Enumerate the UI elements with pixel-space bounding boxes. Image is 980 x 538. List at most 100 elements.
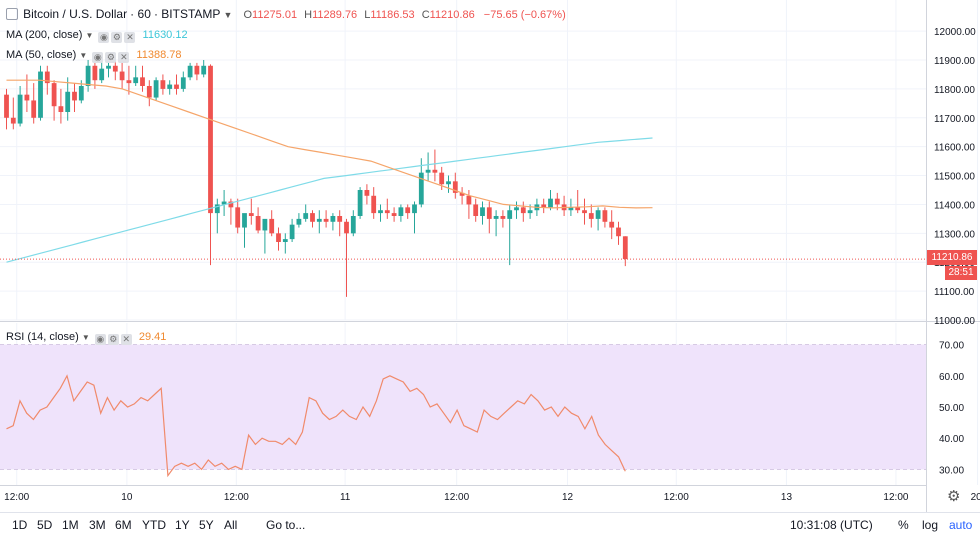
candle-body	[208, 65, 213, 214]
eye-icon[interactable]: ◉	[98, 32, 110, 43]
candle	[99, 60, 105, 84]
close-icon[interactable]: ✕	[118, 52, 130, 63]
rsi-tick-label: 50.00	[939, 403, 964, 414]
chevron-down-icon[interactable]: ▼	[79, 51, 88, 60]
range-3m[interactable]: 3M	[89, 518, 106, 532]
change-value: −75.65 (−0.67%)	[483, 9, 566, 21]
candle	[235, 198, 241, 234]
collapse-icon[interactable]	[6, 8, 18, 20]
range-ytd[interactable]: YTD	[142, 518, 166, 532]
rsi-value: 29.41	[138, 331, 167, 343]
candle	[221, 190, 227, 216]
candle-body	[425, 169, 431, 173]
bottom-toolbar: 1D 5D 1M 3M 6M YTD 1Y 5Y All Go to... 10…	[0, 512, 980, 538]
candle-body	[616, 227, 621, 237]
candle-body	[344, 221, 349, 234]
candle	[310, 210, 315, 228]
ma200-label[interactable]: MA (200, close)	[6, 29, 83, 41]
settings-icon[interactable]: ⚙	[107, 334, 119, 345]
candle	[418, 158, 424, 208]
auto-toggle[interactable]: auto	[949, 518, 973, 532]
candle-body	[160, 80, 166, 89]
candle-body	[276, 233, 281, 242]
candle-body	[248, 213, 254, 216]
chart-canvas[interactable]: 11000.0011100.0011200.0011300.0011400.00…	[0, 0, 980, 512]
low-label: L	[364, 9, 371, 21]
candle-body	[412, 204, 417, 214]
candle	[133, 65, 139, 86]
time-tick-label: 12:00	[4, 492, 29, 503]
settings-icon[interactable]: ⚙	[105, 52, 117, 63]
candle-body	[473, 204, 479, 216]
countdown: 28:51	[948, 267, 974, 278]
candle	[85, 60, 91, 92]
price-tick-label: 11300.00	[934, 229, 975, 240]
candle-body	[514, 207, 519, 211]
ma200-legend[interactable]: MA (200, close) ▼ ◉ ⚙ ✕ 11630.12	[6, 29, 188, 43]
range-1m[interactable]: 1M	[62, 518, 79, 532]
range-5y[interactable]: 5Y	[199, 518, 214, 532]
candle-body	[466, 195, 472, 205]
range-6m[interactable]: 6M	[115, 518, 132, 532]
candle	[140, 65, 145, 92]
chevron-down-icon[interactable]: ▼	[81, 333, 90, 342]
time-tick-label: 12:00	[664, 492, 689, 503]
interval[interactable]: 60	[137, 7, 151, 21]
candle	[262, 218, 268, 254]
price-tick-label: 11000.00	[934, 316, 975, 327]
candle-body	[119, 71, 125, 81]
settings-icon[interactable]: ⚙	[111, 32, 123, 43]
rsi-tick-label: 40.00	[939, 434, 964, 445]
axis-settings-icon[interactable]: ⚙	[947, 488, 961, 505]
percent-toggle[interactable]: %	[898, 518, 909, 532]
close-icon[interactable]: ✕	[124, 32, 136, 43]
candle-body	[500, 216, 506, 219]
candle	[4, 88, 9, 130]
candle	[146, 80, 152, 107]
candle-body	[194, 65, 200, 75]
candle	[323, 210, 329, 228]
goto-button[interactable]: Go to...	[266, 518, 306, 532]
candle-body	[255, 216, 261, 231]
range-5d[interactable]: 5D	[37, 518, 53, 532]
log-toggle[interactable]: log	[922, 518, 939, 532]
candle	[493, 210, 499, 237]
ma200-value: 11630.12	[142, 29, 188, 41]
eye-icon[interactable]: ◉	[94, 334, 106, 345]
candle	[561, 195, 567, 216]
ma50-legend[interactable]: MA (50, close) ▼ ◉ ⚙ ✕ 11388.78	[6, 49, 182, 63]
range-all[interactable]: All	[224, 518, 238, 532]
candle	[425, 152, 431, 182]
candle	[44, 65, 50, 95]
eye-icon[interactable]: ◉	[92, 52, 104, 63]
chevron-down-icon[interactable]: ▼	[85, 31, 94, 40]
price-tick-label: 11400.00	[934, 200, 975, 211]
close-icon[interactable]: ✕	[120, 334, 132, 345]
candle-body	[85, 65, 91, 86]
symbol-name[interactable]: Bitcoin / U.S. Dollar	[23, 7, 128, 21]
candle-body	[527, 210, 533, 214]
ma50-label[interactable]: MA (50, close)	[6, 49, 77, 61]
rsi-label[interactable]: RSI (14, close)	[6, 331, 79, 343]
candle	[500, 210, 506, 228]
candle-body	[126, 80, 132, 84]
candle-body	[174, 84, 179, 89]
candle-body	[588, 213, 594, 219]
candle-body	[405, 207, 411, 214]
time-tick-label: 12	[562, 492, 574, 503]
countdown-tag: 28:51	[945, 266, 977, 280]
candle	[350, 210, 356, 237]
candle	[248, 198, 254, 225]
candle	[214, 198, 220, 234]
ma50-line	[6, 79, 653, 209]
range-1y[interactable]: 1Y	[175, 518, 190, 532]
candle-body	[323, 218, 329, 222]
rsi-legend[interactable]: RSI (14, close) ▼ ◉ ⚙ ✕ 29.41	[6, 331, 166, 345]
candle	[242, 213, 247, 248]
range-1d[interactable]: 1D	[12, 518, 28, 532]
price-tick-label: 11800.00	[934, 85, 975, 96]
candle-body	[38, 71, 43, 118]
candle-body	[622, 236, 628, 260]
chevron-down-icon[interactable]: ▼	[223, 10, 233, 20]
candle	[65, 77, 71, 121]
